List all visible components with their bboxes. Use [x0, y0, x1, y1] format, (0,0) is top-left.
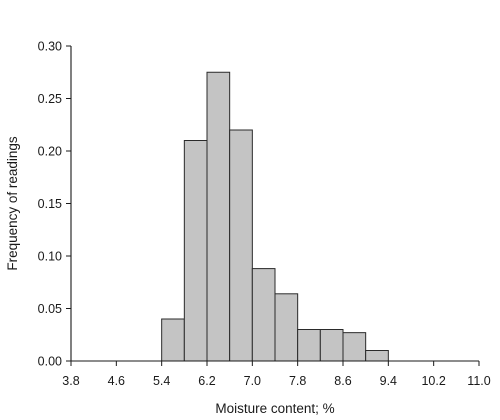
- x-tick-label: 11.0: [467, 374, 490, 388]
- y-tick-label: 0.10: [38, 250, 62, 264]
- x-axis-ticks: 3.8 4.6 5.4 6.2 7.0 7.8 8.6 9.4 10.2 11.0: [62, 361, 491, 388]
- histogram-bar-2: [183, 140, 208, 362]
- histogram-bar-1: [161, 318, 185, 362]
- histogram-bar-8: [319, 329, 344, 362]
- x-tick-label: 8.6: [334, 374, 351, 388]
- y-tick-label: 0.05: [38, 302, 62, 316]
- x-tick-label: 7.0: [244, 374, 261, 388]
- y-tick-label: 0.30: [38, 40, 62, 54]
- histogram-bar-5: [251, 268, 276, 362]
- y-tick-label: 0.20: [38, 145, 62, 159]
- x-tick-label: 9.4: [380, 374, 397, 388]
- histogram-bar-10: [365, 350, 389, 362]
- y-tick-label: 0.00: [38, 355, 62, 369]
- histogram-bars: [161, 71, 389, 362]
- histogram-bar-9: [342, 332, 367, 362]
- axis-lines: [70, 46, 479, 362]
- x-axis-title: Moisture content; %: [215, 401, 334, 416]
- x-tick-label: 7.8: [289, 374, 306, 388]
- y-tick-label: 0.25: [38, 92, 62, 106]
- y-axis-title: Frequency of readings: [5, 136, 20, 271]
- histogram-bar-3: [206, 71, 231, 362]
- x-tick-label: 4.6: [108, 374, 125, 388]
- histogram-bar-4: [229, 129, 253, 362]
- x-tick-label: 5.4: [153, 374, 170, 388]
- y-tick-label: 0.15: [38, 197, 62, 211]
- x-tick-label: 6.2: [198, 374, 215, 388]
- y-axis-ticks: 0.00 0.05 0.10 0.15 0.20 0.25 0.30: [38, 40, 71, 369]
- histogram-bar-6: [274, 293, 299, 362]
- x-tick-label: 3.8: [62, 374, 79, 388]
- x-tick-label: 10.2: [421, 374, 445, 388]
- histogram-bar-7: [297, 329, 321, 362]
